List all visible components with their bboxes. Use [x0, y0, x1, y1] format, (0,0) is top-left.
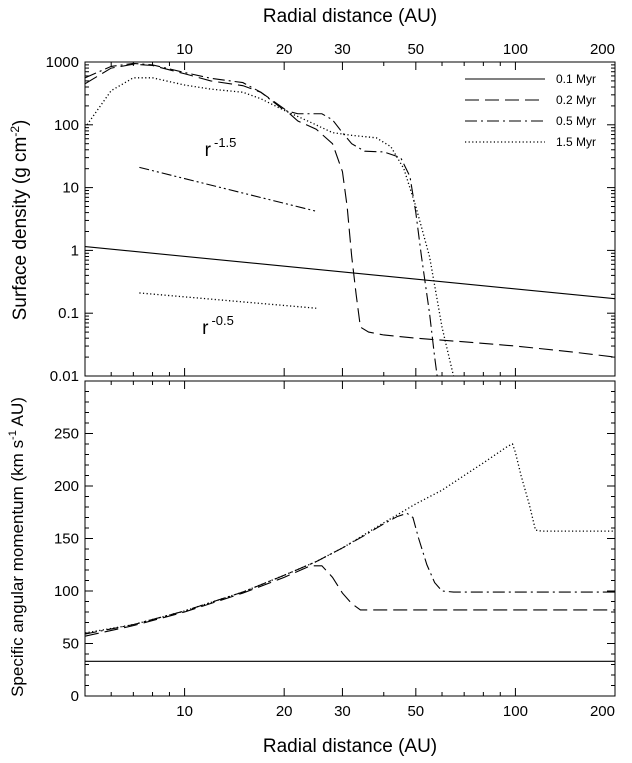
bottom-panel-frame [84, 380, 616, 697]
bottom-xtick-label-10: 10 [176, 703, 193, 720]
top-xtick-label-30: 30 [334, 41, 351, 58]
bottom-series-1-5-myr [85, 443, 615, 634]
top-panel-ticks: 10 20 30 50 100 200 0.01 0.1 1 10 100 1000 [46, 41, 616, 385]
annotation-r-minus-0-5-exp: -0.5 [211, 313, 233, 328]
annotation-r-minus-1-5-exp: -1.5 [214, 135, 236, 150]
top-ytick-label-10: 10 [62, 180, 79, 197]
top-y-axis-title-main: Surface density (g cm [10, 137, 31, 321]
top-xtick-label-50: 50 [407, 41, 424, 58]
top-series-r-1-5-reference [139, 166, 317, 212]
top-panel-frame [84, 61, 616, 377]
top-ytick-label-100: 100 [54, 117, 79, 134]
annotation-r-minus-1-5-base: r [205, 140, 212, 161]
top-axis-title: Radial distance (AU) [263, 6, 437, 27]
top-series-0-5-myr [85, 62, 438, 376]
bottom-ytick-label-100: 100 [54, 583, 79, 600]
top-xtick-label-100: 100 [503, 41, 528, 58]
bottom-series-0-5-myr [85, 512, 615, 635]
bottom-ytick-label-0: 0 [71, 688, 79, 705]
bottom-y-axis-title-sup: -1 [7, 430, 19, 440]
top-series-0-1-myr [85, 246, 615, 300]
bottom-y-axis-title: Specific angular momentum (km s-1 AU) [7, 397, 27, 697]
top-xtick-label-20: 20 [276, 41, 293, 58]
top-y-axis-title-sup: -2 [8, 126, 22, 137]
bottom-axis-title: Radial distance (AU) [263, 736, 437, 757]
bottom-panel-ticks: 10 20 30 50 100 200 0 50 100 150 200 250 [54, 381, 616, 720]
top-ytick-label-1000: 1000 [46, 54, 79, 71]
top-ytick-label-0-01: 0.01 [50, 368, 79, 385]
bottom-panel-series [85, 443, 615, 662]
top-series-r-0-5-reference [139, 292, 317, 309]
legend-label-0-5-myr: 0.5 Myr [556, 114, 596, 128]
top-series-0-2-myr [85, 63, 615, 358]
top-xtick-label-200: 200 [590, 41, 615, 58]
bottom-series-0-2-myr [85, 565, 615, 637]
top-series-1-5-myr [85, 77, 455, 376]
bottom-xtick-label-20: 20 [276, 703, 293, 720]
top-ytick-label-0-1: 0.1 [58, 305, 79, 322]
top-xtick-label-10: 10 [176, 41, 193, 58]
annotation-r-minus-0-5: r -0.5 [202, 313, 234, 339]
legend: 0.1 Myr 0.2 Myr 0.5 Myr 1.5 Myr [465, 72, 596, 149]
top-y-axis-title: Surface density (g cm-2) [8, 120, 31, 321]
bottom-ytick-label-200: 200 [54, 478, 79, 495]
bottom-ytick-label-50: 50 [62, 636, 79, 653]
bottom-y-axis-title-end: AU) [8, 397, 27, 430]
bottom-ytick-label-250: 250 [54, 426, 79, 443]
annotation-r-minus-0-5-base: r [202, 318, 209, 339]
top-y-axis-title-end: ) [10, 120, 31, 126]
top-ytick-label-1: 1 [71, 242, 79, 259]
legend-label-0-1-myr: 0.1 Myr [556, 72, 596, 86]
bottom-y-axis-title-main: Specific angular momentum (km s [8, 440, 27, 697]
top-panel-series [85, 62, 615, 376]
legend-label-1-5-myr: 1.5 Myr [556, 135, 596, 149]
bottom-xtick-label-100: 100 [503, 703, 528, 720]
bottom-xtick-label-50: 50 [407, 703, 424, 720]
annotation-r-minus-1-5: r -1.5 [205, 135, 237, 161]
bottom-xtick-label-200: 200 [590, 703, 615, 720]
bottom-ytick-label-150: 150 [54, 531, 79, 548]
legend-label-0-2-myr: 0.2 Myr [556, 93, 596, 107]
bottom-xtick-label-30: 30 [334, 703, 351, 720]
